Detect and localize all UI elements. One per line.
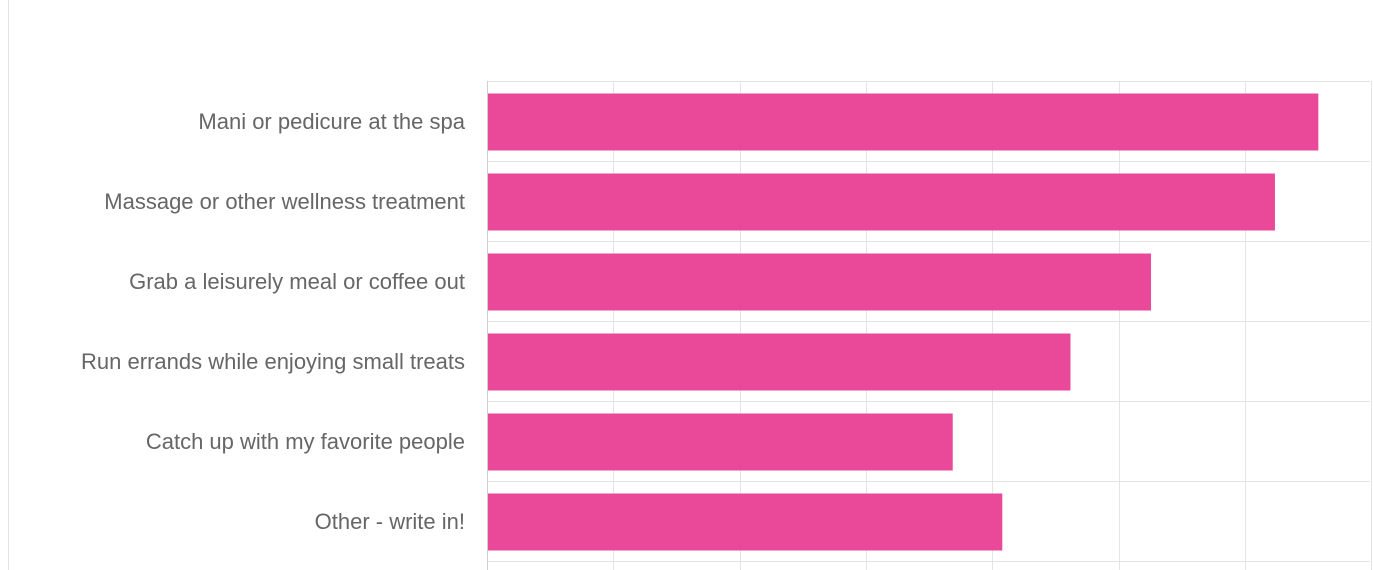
- bar-group: [488, 93, 1319, 551]
- category-label: Run errands while enjoying small treats: [81, 349, 465, 374]
- bar: [488, 413, 953, 471]
- category-label: Mani or pedicure at the spa: [198, 109, 465, 134]
- category-label: Other - write in!: [315, 509, 465, 534]
- bar: [488, 173, 1275, 231]
- bar: [488, 333, 1071, 391]
- category-label: Grab a leisurely meal or coffee out: [129, 269, 465, 294]
- category-label: Massage or other wellness treatment: [104, 189, 465, 214]
- bar: [488, 253, 1152, 311]
- bar: [488, 93, 1319, 151]
- grid-lines: [487, 81, 1372, 570]
- bar: [488, 493, 1003, 551]
- category-label: Catch up with my favorite people: [146, 429, 465, 454]
- category-labels: Mani or pedicure at the spa Massage or ot…: [81, 109, 466, 534]
